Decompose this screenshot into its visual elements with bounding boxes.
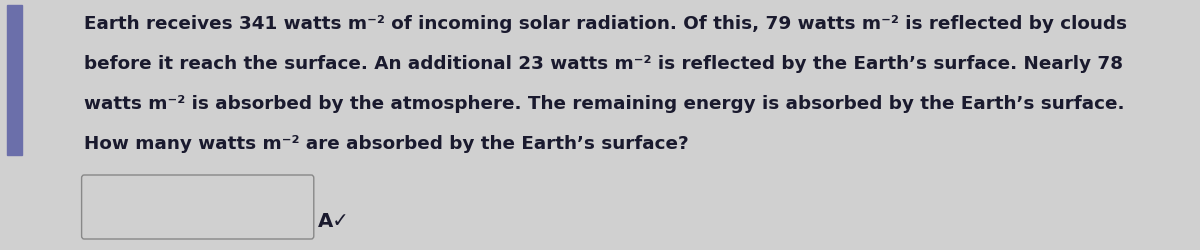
Text: A✓: A✓ — [318, 212, 349, 231]
FancyBboxPatch shape — [82, 175, 313, 239]
Text: watts m⁻² is absorbed by the atmosphere. The remaining energy is absorbed by the: watts m⁻² is absorbed by the atmosphere.… — [84, 95, 1124, 113]
Text: before it reach the surface. An additional 23 watts m⁻² is reflected by the Eart: before it reach the surface. An addition… — [84, 55, 1123, 73]
Text: How many watts m⁻² are absorbed by the Earth’s surface?: How many watts m⁻² are absorbed by the E… — [84, 135, 689, 153]
Text: Earth receives 341 watts m⁻² of incoming solar radiation. Of this, 79 watts m⁻² : Earth receives 341 watts m⁻² of incoming… — [84, 15, 1127, 33]
Bar — [7, 5, 22, 155]
